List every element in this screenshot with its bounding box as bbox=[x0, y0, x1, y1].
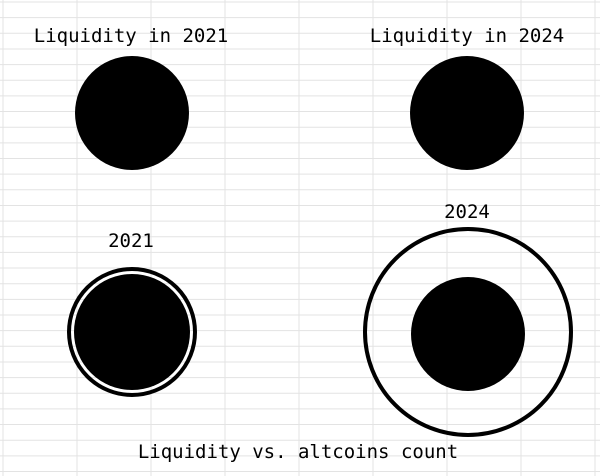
altcoins-2021-ring bbox=[67, 267, 197, 397]
caption: Liquidity vs. altcoins count bbox=[138, 441, 458, 463]
label-2021: 2021 bbox=[108, 230, 154, 252]
liquidity-2024-circle bbox=[410, 56, 524, 170]
title-liquidity-2021: Liquidity in 2021 bbox=[34, 25, 228, 47]
label-2024: 2024 bbox=[444, 201, 490, 223]
altcoins-2024-ring bbox=[363, 227, 573, 437]
liquidity-2021-circle bbox=[75, 56, 189, 170]
liquidity-2021-inner-circle bbox=[74, 274, 190, 390]
title-liquidity-2024: Liquidity in 2024 bbox=[370, 25, 564, 47]
liquidity-2024-inner-circle bbox=[411, 277, 525, 391]
